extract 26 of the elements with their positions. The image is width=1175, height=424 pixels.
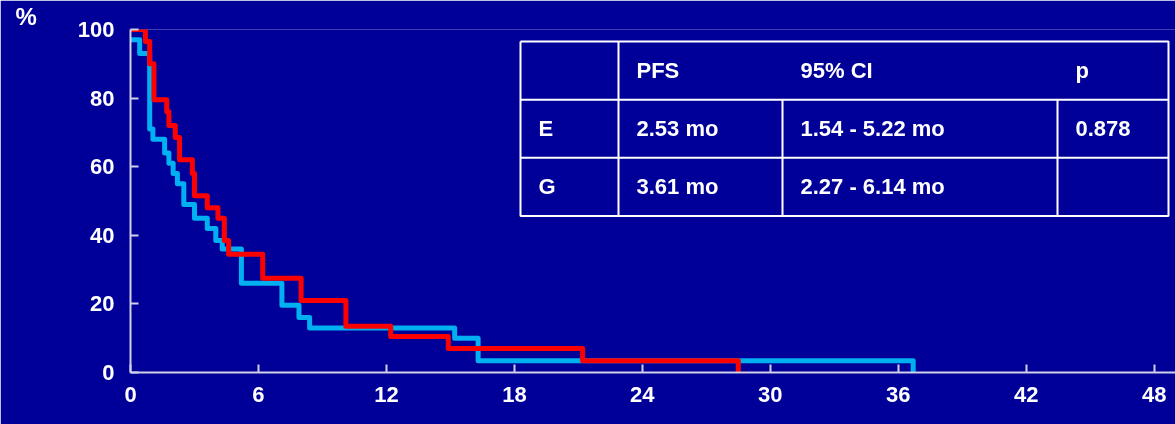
x-tick-label: 30 bbox=[758, 381, 783, 407]
x-tick-label: 42 bbox=[1013, 381, 1039, 407]
annotation: 3.61 mo bbox=[636, 174, 719, 200]
annotation: 0.878 bbox=[1075, 116, 1131, 142]
annotation: p bbox=[1075, 58, 1089, 84]
y-tick-label: 0 bbox=[102, 360, 115, 385]
y-tick-label: 100 bbox=[77, 17, 115, 42]
annotation: 1.54 - 5.22 mo bbox=[800, 116, 945, 142]
y-tick-label: 40 bbox=[90, 222, 115, 248]
x-tick-label: 48 bbox=[1141, 381, 1167, 407]
annotation: G bbox=[538, 174, 556, 200]
annotation: 95% CI bbox=[800, 58, 873, 84]
x-tick-label: 6 bbox=[252, 381, 265, 407]
annotation: E bbox=[538, 116, 554, 142]
y-axis-title: % bbox=[15, 2, 37, 30]
annotation: 2.27 - 6.14 mo bbox=[800, 174, 945, 200]
annotation: 2.53 mo bbox=[636, 116, 719, 142]
x-tick-label: 12 bbox=[374, 381, 399, 407]
x-tick-label: 24 bbox=[630, 381, 656, 407]
x-tick-label: 18 bbox=[502, 381, 527, 407]
y-tick-label: 20 bbox=[90, 291, 115, 317]
y-tick-label: 60 bbox=[90, 154, 115, 180]
annotation: PFS bbox=[636, 58, 680, 84]
y-tick-label: 80 bbox=[90, 85, 115, 111]
x-tick-label: 36 bbox=[886, 381, 911, 407]
x-tick-label: 0 bbox=[124, 381, 137, 407]
